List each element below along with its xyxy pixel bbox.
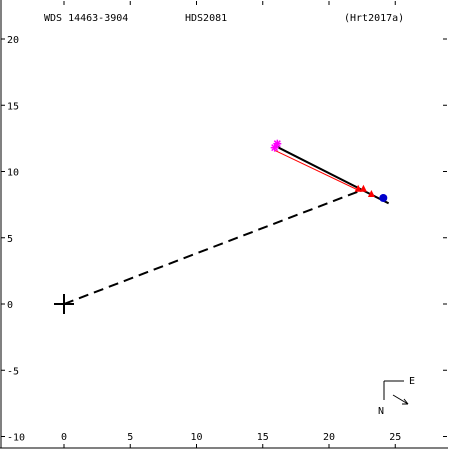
- asterisk-point: [270, 143, 279, 152]
- y-tick-label: -10: [7, 433, 25, 444]
- radius-vector-line: [63, 189, 363, 305]
- compass-east-label: E: [409, 376, 415, 387]
- y-tick-label: 5: [7, 234, 13, 245]
- triangle-point: [359, 184, 367, 192]
- x-tick-label: 20: [323, 432, 335, 443]
- header-wds-id: WDS 14463-3904: [44, 13, 128, 24]
- x-tick-label: 10: [190, 432, 202, 443]
- compass-north-label: N: [378, 406, 384, 417]
- residual-line: [274, 149, 362, 192]
- data-points: [270, 139, 388, 202]
- header-reference: (Hrt2017a): [344, 13, 404, 24]
- y-tick-label: 20: [7, 35, 19, 46]
- compass-icon: E N: [378, 376, 415, 417]
- y-tick-label: 0: [7, 300, 13, 311]
- circle-point: [379, 194, 388, 202]
- x-tick-label: 25: [389, 432, 401, 443]
- x-tick-label: 5: [127, 432, 133, 443]
- y-tick-label: -5: [7, 366, 19, 377]
- x-tick-label: 15: [257, 432, 269, 443]
- header-hd-id: HDS2081: [185, 13, 227, 24]
- triangle-point: [367, 190, 375, 198]
- y-tick-label: 10: [7, 168, 19, 179]
- x-tick-label: 0: [61, 432, 67, 443]
- y-tick-label: 15: [7, 101, 19, 112]
- orbit-lines: [54, 145, 390, 314]
- triangle-point: [354, 184, 362, 192]
